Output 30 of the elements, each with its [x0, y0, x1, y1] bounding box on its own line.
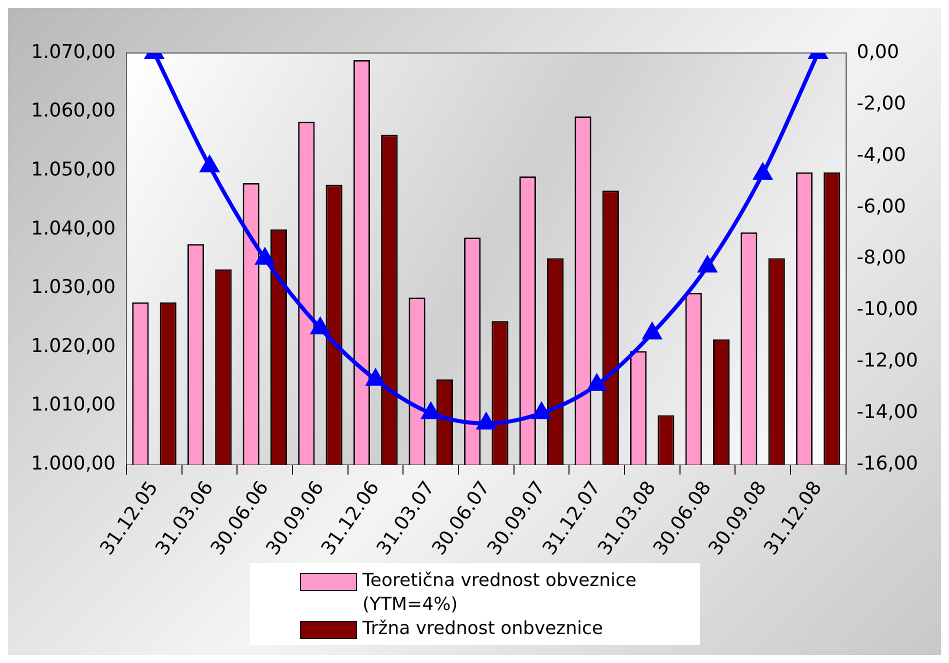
y-tick-label: 1.050,00	[31, 158, 116, 181]
y2-tick-label: -8,00	[856, 246, 906, 269]
point	[200, 156, 219, 172]
y-tick-label: 1.070,00	[31, 40, 116, 63]
y-tick-label: 1.030,00	[31, 276, 116, 298]
series-label: Teoretična vrednost obveznice (YTM=4%)	[362, 569, 638, 617]
y2-tick-label: -16,00	[856, 452, 918, 475]
point	[422, 403, 440, 420]
legend-label: Tržna vrednost onbveznice	[362, 617, 603, 641]
y-tick-label: 1.060,00	[31, 100, 116, 122]
y2-tick-label: -2,00	[856, 92, 906, 114]
y-tick-label: 1.000,00	[31, 452, 116, 475]
point	[588, 374, 606, 391]
y2-tick-label: -10,00	[856, 298, 918, 320]
point	[477, 413, 496, 430]
y-tick-label: 1.040,00	[31, 217, 116, 240]
y-tick-label: 1.020,00	[31, 334, 116, 357]
y-tick-label: 1.010,00	[31, 394, 116, 416]
y2-tick-label: 0,00	[856, 40, 900, 63]
point	[643, 323, 662, 340]
y2-tick-label: -4,00	[856, 144, 906, 166]
point	[256, 248, 274, 265]
point	[532, 403, 550, 420]
y2-tick-label: -6,00	[856, 195, 906, 218]
point	[754, 164, 772, 180]
point	[311, 318, 330, 334]
point	[366, 370, 384, 386]
point	[698, 256, 716, 273]
y2-tick-label: -14,00	[856, 401, 918, 424]
y2-tick-label: -12,00	[856, 350, 918, 372]
